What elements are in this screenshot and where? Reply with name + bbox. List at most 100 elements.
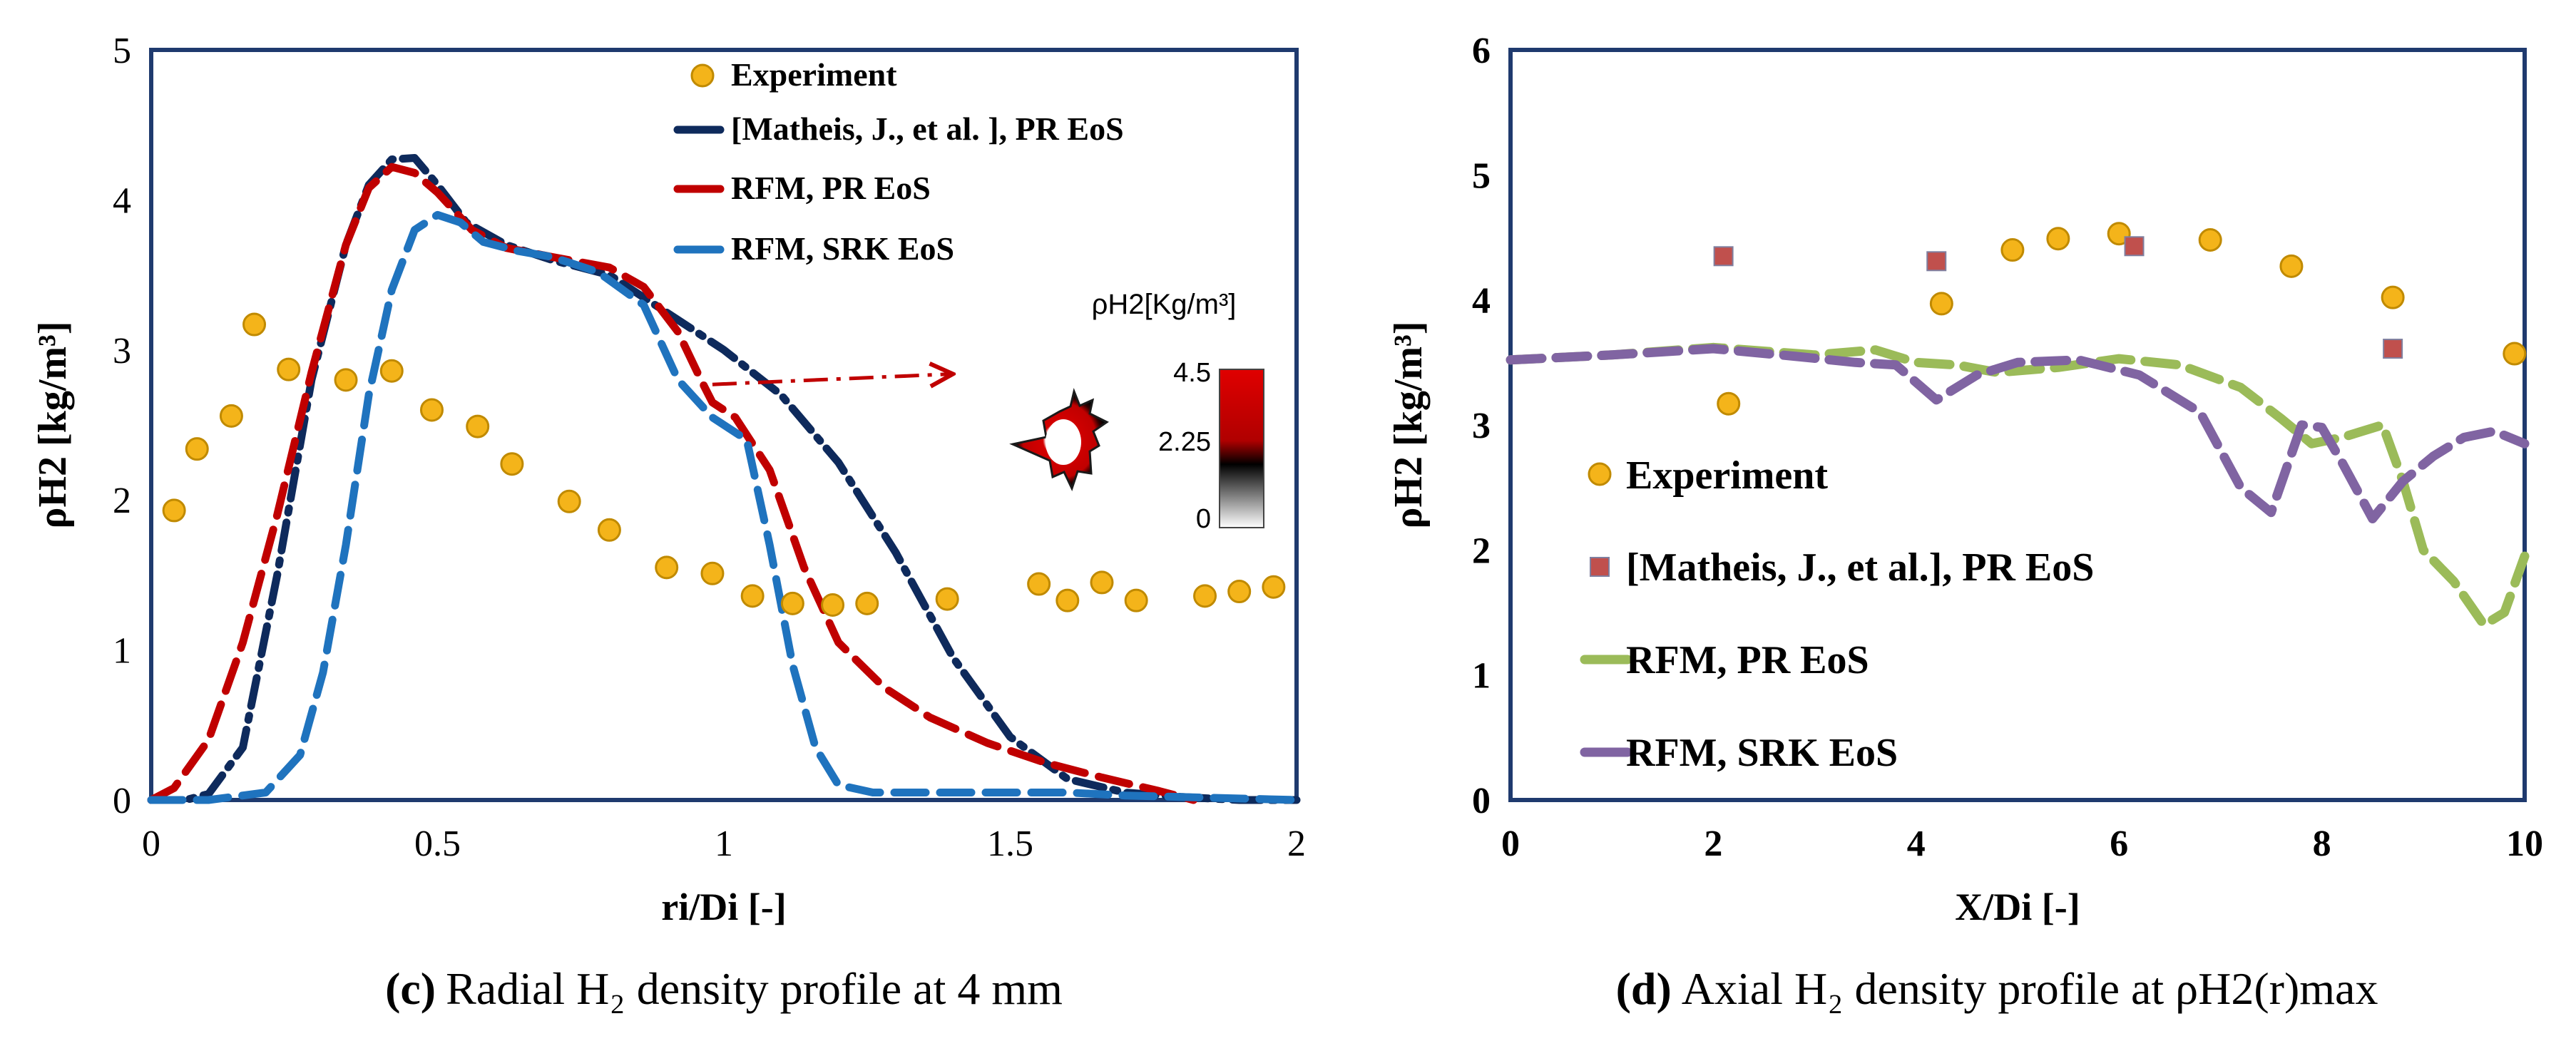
data-point-experiment [185,437,209,461]
x-tick-label: 0.5 [414,824,461,864]
series-line-rfm-srk-eos [1506,344,2530,523]
y-axis-label-d: ρH2 [kg/m³] [1386,322,1431,529]
x-tick-label: 1.5 [987,824,1033,864]
axis-ticks-c: 0 0.5 1 1.5 2 0 1 2 3 4 5 [113,31,1306,864]
y-axis-label-c: ρH2 [kg/m³] [31,322,75,529]
y-tick-label: 4 [113,180,131,221]
data-point-experiment [855,591,879,615]
data-point-experiment [1717,391,1741,416]
series-lines-c [147,154,1301,804]
data-point-experiment [557,489,581,513]
legend-marker-experiment [1588,462,1612,486]
data-point-experiment [1227,580,1252,604]
data-point-experiment [277,357,301,381]
data-point-experiment [780,591,804,615]
legend-label-rfm-srk: RFM, SRK EoS [1626,731,1898,775]
data-point-experiment [2000,238,2025,262]
x-tick-label: 10 [2506,824,2543,864]
caption-letter-d: (d) [1616,963,1672,1014]
y-tick-label: 0 [113,781,131,821]
data-point-experiment [1262,575,1286,599]
data-point-matheis-j-et-al-pr-eos [2124,236,2145,257]
legend-c: Experiment [Matheis, J., et al. ], PR Eo… [673,56,1124,267]
x-tick-label: 0 [1501,824,1520,864]
inset-label-max: 4.5 [1173,358,1211,388]
series-line-rfm-pr-eos [147,163,1197,804]
x-tick-label: 1 [715,824,733,864]
y-tick-label: 1 [1472,656,1491,697]
axis-ticks-d: 0 2 4 6 8 10 0 1 2 3 4 5 6 [1472,31,2543,864]
inset-title: ρH2[Kg/m³] [1092,289,1237,320]
x-tick-label: 2 [1704,824,1722,864]
legend-label-experiment: Experiment [731,56,897,93]
series-line-matheis-j-et-al-pr-eos [147,154,1301,804]
data-point-experiment [1027,572,1051,596]
data-point-experiment [655,555,679,580]
y-tick-label: 5 [1472,155,1491,196]
inset-label-mid: 2.25 [1158,427,1211,457]
panel-d-axial-profile: 0 2 4 6 8 10 0 1 2 3 4 5 6 Experiment [Matheis, J., … [1386,31,2543,1014]
y-tick-label: 0 [1472,781,1491,821]
caption-text-d: Axial H₂ density profile at ρH2(r)max [1682,963,2378,1014]
inset-hole [1046,419,1081,465]
data-point-experiment [466,414,490,439]
y-tick-label: 5 [113,31,131,71]
data-point-experiment [419,398,444,422]
legend-marker-experiment [690,63,715,88]
data-point-experiment [2381,285,2405,309]
data-point-experiment [242,312,267,337]
series-markers-d [1713,222,2527,416]
data-point-experiment [2503,342,2527,366]
y-tick-label: 2 [1472,530,1491,571]
y-tick-label: 3 [1472,406,1491,446]
data-point-experiment [379,359,404,383]
inset-colorbar [1219,369,1264,528]
series-markers-c [162,312,1286,617]
data-point-experiment [162,498,186,523]
plot-frame-d [1508,48,2527,802]
inset-density-contour: ρH2[Kg/m³] 4.5 2.25 0 [1009,289,1264,534]
legend-label-rfm-pr: RFM, PR EoS [731,170,931,206]
data-point-matheis-j-et-al-pr-eos [2383,339,2403,359]
caption-text-c: Radial H₂ density profile at 4 mm [446,963,1063,1014]
legend-label-matheis: [Matheis, J., et al.], PR EoS [1626,545,2094,590]
data-point-experiment [2279,254,2304,278]
data-point-experiment [700,561,725,585]
data-point-experiment [1056,588,1080,612]
panel-c-radial-profile: 0 0.5 1 1.5 2 0 1 2 3 4 5 ρH2[Kg/m³] 4.5 2.25 0 Ex… [31,31,1306,1014]
plot-frame-c [149,48,1299,802]
y-tick-label: 6 [1472,31,1491,71]
series-lines-d [1506,342,2530,630]
legend-label-experiment: Experiment [1626,453,1828,498]
data-point-experiment [1193,584,1217,608]
inset-label-min: 0 [1196,504,1211,534]
data-point-experiment [500,452,524,476]
data-point-experiment [219,404,243,428]
data-point-experiment [2046,227,2070,251]
legend-label-rfm-srk: RFM, SRK EoS [731,230,954,267]
data-point-experiment [1124,588,1148,612]
y-tick-label: 2 [113,481,131,521]
series-line-rfm-srk-eos [147,210,1301,804]
series-line-rfm-pr-eos [1506,342,2530,630]
x-tick-label: 2 [1287,824,1306,864]
x-axis-label-d: X/Di [-] [1955,886,2080,928]
legend-label-matheis: [Matheis, J., et al. ], PR EoS [731,111,1124,147]
x-tick-label: 8 [2313,824,2331,864]
legend-marker-matheis [1590,557,1610,577]
x-tick-label: 4 [1907,824,1926,864]
data-point-experiment [334,368,358,392]
data-point-experiment [935,587,959,611]
annotation-arrow [712,374,953,384]
x-tick-label: 6 [2110,824,2128,864]
caption-c: (c) Radial H₂ density profile at 4 mm [385,963,1063,1014]
y-tick-label: 3 [113,331,131,371]
data-point-experiment [597,518,621,542]
x-tick-label: 0 [142,824,160,864]
x-axis-label-c: ri/Di [-] [661,886,786,928]
legend-d: Experiment [Matheis, J., et al.], PR EoS… [1580,453,2094,775]
data-point-experiment [740,584,765,608]
legend-label-rfm-pr: RFM, PR EoS [1626,638,1869,682]
caption-letter-c: (c) [385,963,436,1014]
